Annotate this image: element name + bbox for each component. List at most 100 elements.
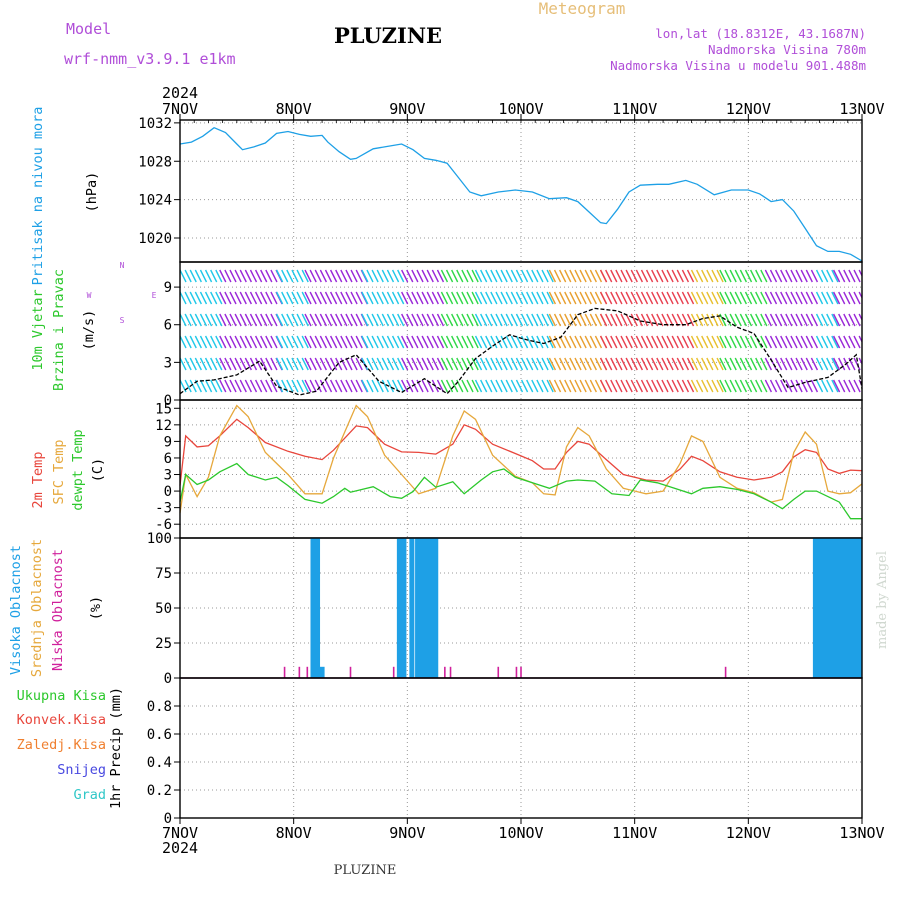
wind-barb xyxy=(319,269,328,283)
wind-barb xyxy=(431,335,439,349)
wind-barb xyxy=(826,269,834,283)
wind-barb xyxy=(695,335,704,349)
wind-barb xyxy=(304,335,312,349)
wind-barb xyxy=(526,379,534,393)
wind-barb xyxy=(421,291,429,305)
wind-barb xyxy=(605,357,613,371)
wind-barb xyxy=(495,357,503,371)
wind-barb xyxy=(690,357,699,371)
wind-barb xyxy=(244,379,252,393)
wind-barb xyxy=(574,313,582,327)
high-cloud-bar xyxy=(834,538,840,678)
dewpt-label: dewpt Temp xyxy=(70,429,86,510)
wind-barb xyxy=(526,357,534,371)
wind-compass-icon: N W E S xyxy=(87,261,157,325)
wind-barb xyxy=(471,379,479,393)
wind-barb xyxy=(421,379,429,393)
wind-barb xyxy=(515,269,524,283)
wind-barb xyxy=(281,291,289,305)
wind-barb xyxy=(805,357,813,371)
wind-barb xyxy=(329,335,338,349)
high-cloud-bar xyxy=(415,538,421,678)
wind-barb xyxy=(189,269,197,283)
wind-barb xyxy=(620,335,628,349)
wind-barb xyxy=(564,335,572,349)
wind-barb xyxy=(716,269,724,283)
wind-barb xyxy=(371,291,379,305)
wind-barb xyxy=(625,379,633,393)
wind-barb xyxy=(589,313,597,327)
wind-barb xyxy=(805,379,813,393)
wind-barb xyxy=(281,269,289,283)
wind-barb xyxy=(526,313,534,327)
wind-barb xyxy=(594,357,603,371)
wind-barb xyxy=(594,313,603,327)
wind-barb xyxy=(780,379,788,393)
wind-barb xyxy=(780,269,788,283)
wind-barb xyxy=(324,379,333,393)
wind-barb xyxy=(461,357,469,371)
wind-barb xyxy=(671,269,679,283)
wind-barb xyxy=(584,335,592,349)
wind-barb xyxy=(589,269,597,283)
wind-barb xyxy=(553,335,562,349)
wind-barb xyxy=(309,357,317,371)
wind-barb xyxy=(440,269,449,283)
wind-barb xyxy=(215,335,223,349)
pressure-label: Pritisak na nivou mora xyxy=(30,107,46,286)
wind-barb xyxy=(780,335,788,349)
wind-barb xyxy=(690,313,699,327)
wind-barb xyxy=(249,357,258,371)
wind-barb xyxy=(210,335,218,349)
wind-barb xyxy=(656,379,664,393)
wind-barb xyxy=(810,357,819,371)
sfc-temp-label: SFC Temp xyxy=(51,439,67,504)
wind-barb xyxy=(490,313,498,327)
high-cloud-bar xyxy=(812,538,818,678)
wind-barb xyxy=(456,357,464,371)
wind-barb xyxy=(734,291,742,305)
wind-barb xyxy=(749,291,758,305)
wind-barb xyxy=(724,291,732,305)
wind-barb xyxy=(406,291,414,305)
wind-barb xyxy=(651,357,659,371)
high-cloud-bar xyxy=(319,666,325,678)
wind-barb xyxy=(386,313,395,327)
wind-barb xyxy=(620,379,628,393)
wind-barb xyxy=(239,357,247,371)
wind-barb xyxy=(431,357,439,371)
wind-barb xyxy=(843,291,851,305)
wind-barb xyxy=(456,291,464,305)
wind-barb xyxy=(411,335,419,349)
wind-barb xyxy=(531,357,539,371)
wind-barb xyxy=(229,335,237,349)
wind-barb xyxy=(451,291,459,305)
temp2m-label: 2m Temp xyxy=(30,452,46,509)
wind-barb xyxy=(661,313,669,327)
precip-unit: 1hr Precip (mm) xyxy=(108,687,124,809)
wind-barb xyxy=(651,291,659,305)
high-cloud-bar xyxy=(424,538,430,678)
wind-barb xyxy=(831,269,839,283)
wind-barb xyxy=(739,335,748,349)
low-cloud-bar xyxy=(298,666,301,678)
wind-barb xyxy=(265,379,273,393)
wind-barb xyxy=(569,313,577,327)
wind-barb xyxy=(366,269,374,283)
wind-barb xyxy=(821,313,829,327)
wind-barb xyxy=(826,335,834,349)
wind-barb xyxy=(615,357,623,371)
wind-barb xyxy=(426,291,434,305)
high-cloud-bar xyxy=(852,538,858,678)
wind-barb xyxy=(695,379,704,393)
wind-barb xyxy=(474,335,483,349)
wind-barb xyxy=(485,313,493,327)
wind-barb xyxy=(406,269,414,283)
wind-barb xyxy=(199,291,208,305)
wind-barb xyxy=(366,313,374,327)
wind-barb xyxy=(421,313,429,327)
wind-barb xyxy=(795,357,803,371)
wind-barb xyxy=(314,335,322,349)
wind-barb xyxy=(790,291,798,305)
temp-ytick-label: 3 xyxy=(164,468,172,484)
